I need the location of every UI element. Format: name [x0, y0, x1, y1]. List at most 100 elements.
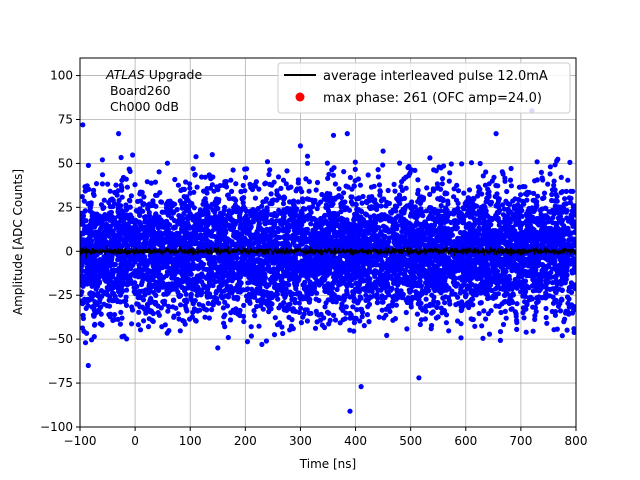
scatter-point [127, 168, 133, 174]
scatter-point [262, 181, 268, 187]
scatter-point [568, 289, 575, 295]
scatter-point [554, 193, 560, 199]
scatter-point [206, 315, 212, 321]
scatter-point [359, 314, 365, 320]
scatter-point [532, 313, 538, 319]
scatter-point [268, 212, 274, 218]
scatter-point [113, 276, 119, 282]
scatter-point [299, 189, 305, 195]
scatter-point [304, 318, 310, 324]
scatter-point [544, 320, 550, 326]
scatter-point [331, 312, 337, 318]
scatter-point [435, 300, 441, 306]
scatter-point [185, 285, 191, 291]
scatter-point [253, 179, 259, 185]
scatter-point [508, 165, 514, 172]
scatter-point [466, 187, 473, 193]
scatter-point [533, 286, 539, 293]
scatter-point [212, 225, 218, 231]
scatter-point [292, 253, 298, 259]
scatter-point [175, 182, 181, 188]
scatter-point [240, 313, 247, 319]
scatter-point [378, 229, 384, 235]
scatter-point [480, 173, 486, 179]
scatter-point [140, 267, 146, 273]
scatter-point [468, 160, 475, 166]
scatter-point [193, 154, 199, 160]
scatter-point [567, 284, 573, 290]
scatter-point [374, 300, 380, 306]
scatter-point [109, 298, 115, 304]
scatter-point [326, 321, 332, 327]
scatter-point [314, 290, 320, 296]
scatter-point [263, 196, 269, 202]
scatter-point [549, 191, 555, 198]
scatter-point [174, 207, 180, 213]
scatter-point [475, 184, 481, 190]
scatter-point [183, 179, 189, 185]
scatter-point [423, 296, 429, 302]
scatter-point [477, 160, 483, 167]
scatter-point [343, 304, 349, 310]
scatter-point [124, 336, 130, 342]
scatter-point [249, 186, 256, 193]
scatter-point [280, 201, 287, 207]
scatter-point [225, 334, 231, 341]
scatter-point [431, 167, 437, 173]
scatter-point [251, 308, 257, 314]
scatter-point [481, 308, 487, 314]
scatter-point [128, 193, 134, 199]
scatter-point [229, 239, 235, 245]
scatter-point [563, 188, 569, 194]
scatter-point [300, 314, 306, 320]
scatter-point [341, 169, 347, 175]
scatter-point [251, 294, 258, 300]
scatter-point [532, 316, 538, 322]
scatter-point [284, 220, 290, 226]
scatter-point [558, 174, 564, 180]
scatter-point [532, 305, 539, 311]
scatter-point [551, 327, 557, 333]
scatter-point [531, 190, 537, 196]
scatter-point [341, 190, 347, 196]
scatter-point [132, 291, 138, 297]
scatter-point [418, 283, 425, 289]
scatter-point [313, 308, 319, 314]
scatter-point [205, 300, 211, 306]
scatter-point [129, 307, 136, 313]
scatter-point [497, 337, 503, 343]
scatter-point [518, 289, 524, 295]
scatter-point [99, 172, 106, 178]
scatter-point [141, 306, 148, 312]
scatter-point [498, 309, 504, 316]
scatter-point [471, 216, 477, 222]
scatter-point [300, 199, 306, 205]
scatter-point [290, 326, 296, 332]
scatter-point [159, 324, 165, 330]
scatter-point [308, 310, 314, 316]
scatter-point [443, 320, 449, 326]
scatter-point [80, 325, 86, 331]
scatter-point [431, 294, 437, 300]
scatter-point [209, 182, 215, 188]
scatter-point [486, 331, 493, 337]
scatter-point [90, 312, 97, 318]
scatter-point [271, 332, 278, 338]
scatter-point [91, 322, 98, 328]
scatter-point [176, 316, 182, 322]
scatter-point [539, 175, 545, 181]
scatter-point [447, 272, 453, 278]
scatter-point [356, 195, 362, 202]
scatter-point [84, 330, 90, 336]
scatter-point [520, 305, 527, 311]
scatter-point [304, 153, 311, 159]
scatter-point [418, 317, 425, 323]
scatter-point [229, 188, 235, 194]
scatter-point [238, 188, 244, 195]
scatter-point [187, 181, 193, 187]
scatter-point [541, 190, 548, 196]
scatter-point [91, 192, 97, 198]
scatter-point [285, 185, 291, 191]
scatter-point [195, 266, 201, 272]
